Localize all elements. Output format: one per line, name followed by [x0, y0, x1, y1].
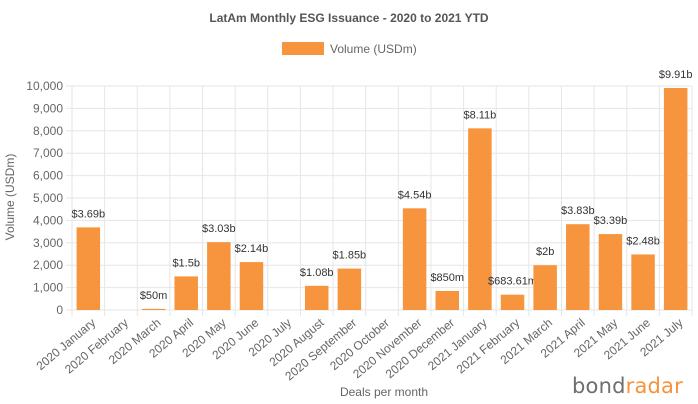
bar[interactable]	[239, 262, 264, 310]
y-tick-label: 6,000	[33, 169, 63, 183]
bar[interactable]	[174, 276, 198, 310]
data-label: $3.03b	[202, 223, 236, 235]
x-axis-label: Deals per month	[340, 385, 428, 399]
y-tick-label: 7,000	[33, 146, 63, 160]
bar[interactable]	[304, 285, 329, 310]
data-label: $3.83b	[561, 205, 595, 217]
bar[interactable]	[337, 268, 362, 310]
data-label: $1.5b	[172, 257, 200, 269]
data-label: $2b	[536, 246, 554, 258]
bar[interactable]	[141, 308, 166, 310]
y-tick-label: 9,000	[33, 101, 63, 115]
data-label: $1.08b	[300, 267, 334, 279]
y-tick-label: 5,000	[33, 191, 63, 205]
bar[interactable]	[435, 290, 460, 310]
y-axis-ticks: 0 1,000 2,000 3,000 4,000 5,000 6,000 7,000 8,00…	[26, 79, 63, 317]
data-label: $2.48b	[626, 235, 660, 247]
data-label: $683.61m	[488, 276, 537, 288]
data-label: $8.11b	[463, 109, 496, 121]
chart-title: LatAm Monthly ESG Issuance - 2020 to 202…	[209, 11, 489, 25]
y-tick-label: 4,000	[33, 213, 63, 227]
brand-logo: bondradar	[572, 374, 683, 398]
bar[interactable]	[598, 234, 623, 310]
y-tick-label: 8,000	[33, 124, 63, 138]
bars: $3.69b $50m $1.5b $3.03b $2.14b $1.08b $1.85b $…	[71, 69, 693, 311]
y-tick-label: 0	[56, 303, 63, 317]
data-label: $50m	[140, 290, 168, 302]
y-axis-label: Volume (USDm)	[3, 154, 17, 241]
data-label: $4.54b	[398, 189, 432, 201]
data-label: $850m	[430, 272, 464, 284]
bar[interactable]	[631, 254, 655, 310]
y-tick-label: 3,000	[33, 236, 63, 250]
bar[interactable]	[566, 224, 590, 310]
brand-part-2: radar	[625, 374, 683, 398]
brand-part-1: bond	[572, 374, 626, 398]
bar[interactable]	[663, 88, 688, 311]
bar[interactable]	[402, 208, 427, 310]
bar[interactable]	[533, 265, 557, 310]
legend-label[interactable]: Volume (USDm)	[330, 42, 417, 56]
y-tick-label: 1,000	[33, 281, 63, 295]
bar[interactable]	[500, 294, 525, 310]
y-tick-label: 2,000	[33, 258, 63, 272]
y-tick-label: 10,000	[26, 79, 63, 93]
gridlines	[66, 85, 693, 316]
bar[interactable]	[76, 227, 101, 310]
data-label: $2.14b	[235, 243, 269, 255]
data-label: $1.85b	[333, 250, 367, 262]
data-label: $9.91b	[659, 69, 693, 81]
data-label: $3.39b	[594, 215, 628, 227]
data-label: $3.69b	[71, 208, 105, 220]
bar[interactable]	[468, 128, 492, 310]
bar[interactable]	[207, 242, 231, 310]
legend-swatch[interactable]	[282, 42, 324, 55]
